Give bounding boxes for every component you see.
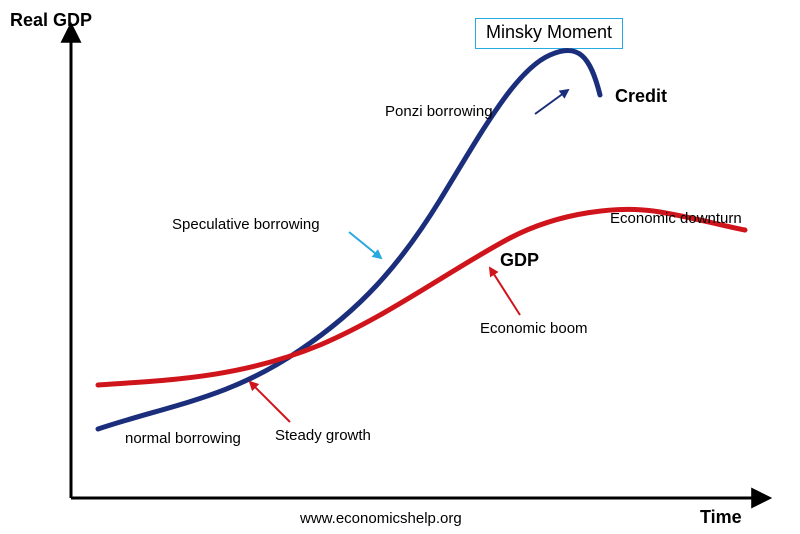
chart-svg (0, 0, 800, 534)
chart-canvas: Real GDP Minsky Moment (0, 0, 800, 534)
normal-borrowing-label: normal borrowing (125, 430, 241, 447)
credit-curve (98, 51, 600, 429)
speculative-label: Speculative borrowing (172, 216, 320, 233)
gdp-series-label: GDP (500, 250, 539, 271)
gdp-curve (98, 209, 745, 385)
steady-growth-label: Steady growth (275, 427, 371, 444)
ponzi-arrow (535, 90, 568, 114)
economic-boom-label: Economic boom (480, 320, 588, 337)
x-axis-label: Time (700, 507, 742, 528)
footer-source: www.economicshelp.org (300, 510, 462, 527)
economic-downturn-label: Economic downturn (610, 210, 742, 227)
steady-growth-arrow (250, 382, 290, 422)
speculative-arrow (349, 232, 381, 258)
ponzi-label: Ponzi borrowing (385, 103, 493, 120)
credit-series-label: Credit (615, 86, 667, 107)
economic-boom-arrow (490, 268, 520, 315)
